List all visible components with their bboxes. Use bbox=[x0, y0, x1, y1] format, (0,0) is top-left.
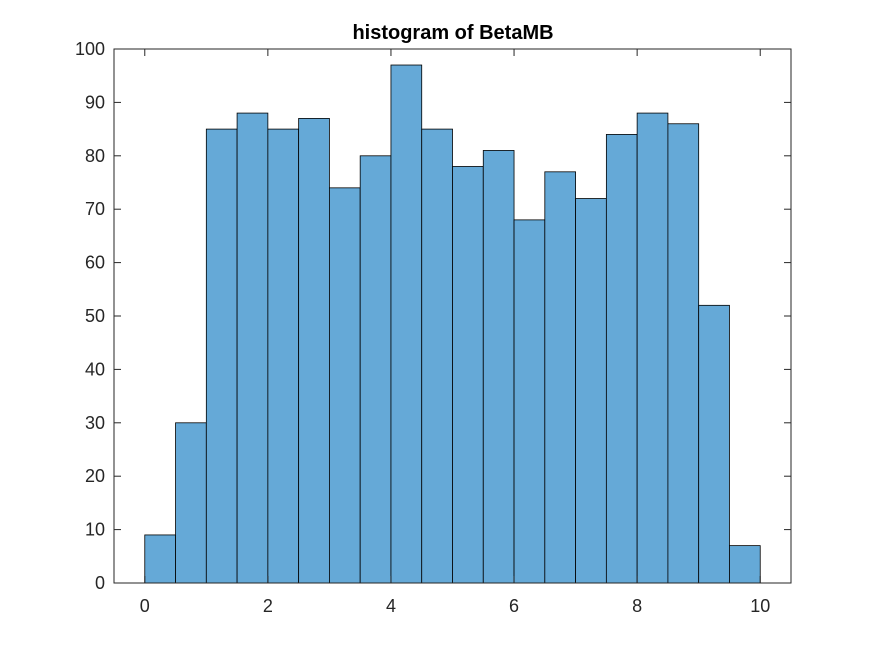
axes-box bbox=[113, 48, 792, 584]
y-tick-label: 20 bbox=[85, 466, 105, 486]
histogram-bar bbox=[329, 187, 361, 584]
histogram-bar bbox=[698, 304, 730, 584]
histogram-bar bbox=[575, 198, 607, 584]
x-tick-label: 0 bbox=[140, 596, 150, 616]
y-tick-label: 70 bbox=[85, 199, 105, 219]
histogram-bar bbox=[205, 128, 238, 584]
y-tick-label: 80 bbox=[85, 146, 105, 166]
x-tick-label: 4 bbox=[386, 596, 396, 616]
y-tick-label: 50 bbox=[85, 306, 105, 326]
y-tick-label: 30 bbox=[85, 413, 105, 433]
histogram-bar bbox=[267, 128, 300, 584]
x-tick-label: 2 bbox=[263, 596, 273, 616]
x-tick-label: 6 bbox=[509, 596, 519, 616]
y-tick-label: 90 bbox=[85, 92, 105, 112]
histogram-bar bbox=[667, 123, 700, 584]
histogram-bar bbox=[544, 171, 576, 584]
chart-title: histogram of BetaMB bbox=[352, 22, 553, 44]
bars-group bbox=[144, 64, 761, 584]
histogram-bar bbox=[144, 534, 176, 584]
histogram-bar bbox=[482, 150, 515, 584]
x-tick-label: 10 bbox=[750, 596, 770, 616]
y-tick-label: 60 bbox=[85, 253, 105, 273]
y-tick-label: 40 bbox=[85, 359, 105, 379]
histogram-bar bbox=[390, 64, 423, 584]
y-tick-label: 100 bbox=[75, 39, 105, 59]
histogram-bar bbox=[236, 112, 269, 584]
histogram-bar bbox=[421, 128, 453, 584]
histogram-bar bbox=[605, 134, 638, 584]
y-tick-label: 10 bbox=[85, 520, 105, 540]
histogram-bar bbox=[452, 166, 484, 584]
x-axis: 0 2 4 6 8 10 bbox=[140, 49, 770, 616]
histogram-bar bbox=[513, 219, 546, 584]
histogram-bar bbox=[729, 545, 761, 584]
histogram-bar bbox=[298, 118, 330, 584]
y-tick-label: 0 bbox=[95, 573, 105, 593]
histogram-bar bbox=[636, 112, 669, 584]
histogram-bar bbox=[359, 155, 392, 584]
histogram-bar bbox=[175, 422, 207, 584]
x-tick-label: 8 bbox=[632, 596, 642, 616]
